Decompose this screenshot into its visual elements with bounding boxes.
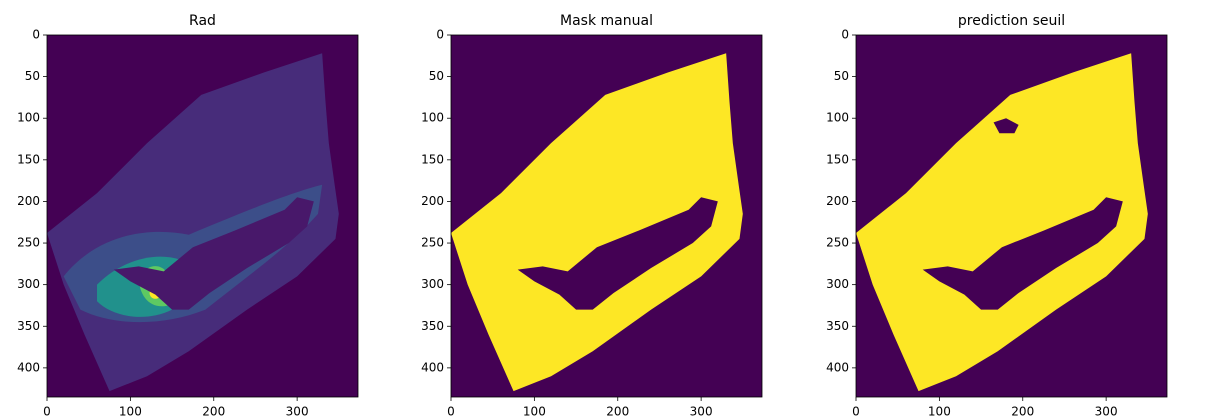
x-tick-label: 200 — [202, 405, 225, 419]
y-tick-label: 400 — [17, 360, 40, 374]
y-tick-label: 50 — [429, 69, 444, 83]
x-tick-label: 300 — [1095, 405, 1118, 419]
y-tick-label: 0 — [32, 28, 40, 42]
y-tick-label: 400 — [826, 360, 849, 374]
y-tick-label: 100 — [826, 111, 849, 125]
x-tick-label: 300 — [690, 405, 713, 419]
y-tick-label: 250 — [17, 236, 40, 250]
x-tick-label: 300 — [286, 405, 309, 419]
y-tick-label: 150 — [421, 152, 444, 166]
y-tick-label: 300 — [421, 277, 444, 291]
subplot: Rad 0 100 200 300 0 50 100 150 200 250 300 350 400 — [17, 13, 358, 419]
x-tick-label: 0 — [447, 405, 455, 419]
subplot: prediction seuil 0 100 200 300 0 50 100 150 200 25… — [826, 13, 1167, 419]
subplot-title: Rad — [189, 13, 216, 29]
y-tick-label: 200 — [421, 194, 444, 208]
y-tick-label: 0 — [436, 28, 444, 42]
subplot-title: Mask manual — [560, 13, 653, 29]
x-tick-label: 0 — [852, 405, 860, 419]
y-tick-label: 250 — [421, 236, 444, 250]
y-tick-label: 300 — [17, 277, 40, 291]
y-tick-label: 350 — [826, 319, 849, 333]
y-tick-label: 350 — [17, 319, 40, 333]
x-tick-label: 100 — [523, 405, 546, 419]
x-tick-label: 100 — [928, 405, 951, 419]
y-tick-label: 100 — [421, 111, 444, 125]
y-tick-label: 250 — [826, 236, 849, 250]
y-tick-label: 100 — [17, 111, 40, 125]
y-tick-label: 350 — [421, 319, 444, 333]
y-tick-label: 300 — [826, 277, 849, 291]
y-tick-label: 50 — [25, 69, 40, 83]
subplot-title: prediction seuil — [958, 13, 1065, 29]
x-tick-label: 0 — [43, 405, 51, 419]
x-tick-label: 200 — [606, 405, 629, 419]
y-tick-label: 150 — [826, 152, 849, 166]
y-tick-label: 150 — [17, 152, 40, 166]
y-tick-label: 50 — [834, 69, 849, 83]
y-tick-label: 0 — [841, 28, 849, 42]
figure: Rad0100200300050100150200250300350400Mas… — [0, 0, 1215, 420]
y-tick-label: 200 — [826, 194, 849, 208]
y-tick-label: 400 — [421, 360, 444, 374]
x-tick-label: 100 — [119, 405, 142, 419]
x-tick-label: 200 — [1011, 405, 1034, 419]
subplot: Mask manual 0 100 200 300 0 50 100 150 200 250 300 3… — [421, 13, 762, 419]
y-tick-label: 200 — [17, 194, 40, 208]
